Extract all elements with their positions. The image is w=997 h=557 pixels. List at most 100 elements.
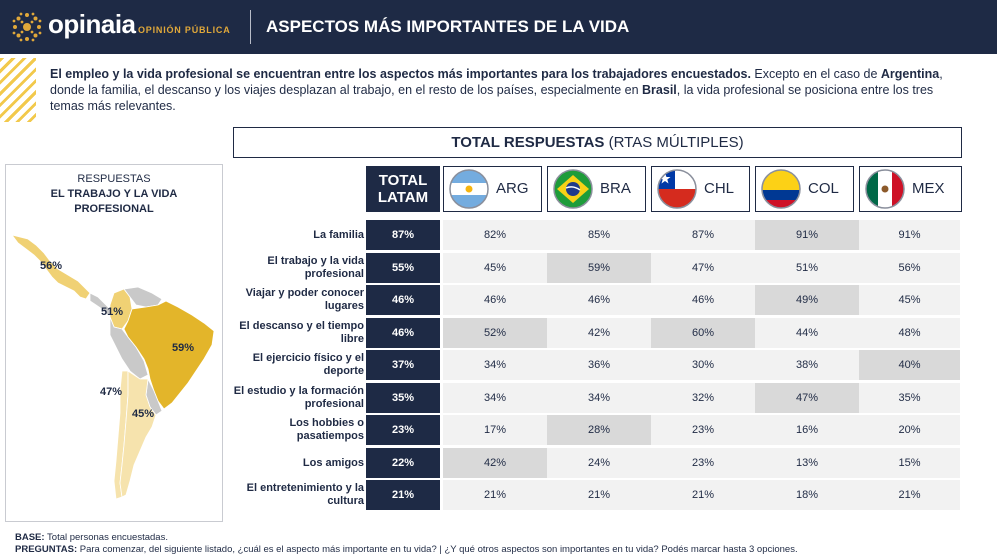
country-value-cell: 34%	[547, 383, 651, 413]
row-label: El ejercicio físico y el deporte	[252, 352, 364, 377]
footer-notes: BASE: Total personas encuestadas. PREGUN…	[15, 532, 798, 556]
brazil-flag-icon	[553, 169, 593, 209]
country-value-cell: 56%	[859, 253, 960, 283]
intro-bold-2: Argentina	[880, 67, 940, 81]
column-header-chl: CHL	[651, 166, 750, 212]
map-title-line2: EL TRABAJO Y LA VIDA PROFESIONAL	[6, 187, 222, 217]
map-mexico	[11, 234, 91, 300]
latam-value-cell: 35%	[366, 383, 440, 413]
latam-head-line1: TOTAL	[378, 172, 428, 189]
latam-value-cell: 46%	[366, 318, 440, 348]
country-value-cell: 21%	[859, 480, 960, 510]
column-header-mex: MEX	[859, 166, 962, 212]
footer-questions-line: PREGUNTAS: Para comenzar, del siguiente …	[15, 544, 798, 556]
footer-base-line: BASE: Total personas encuestadas.	[15, 532, 798, 544]
map-label-chl: 47%	[100, 386, 122, 398]
country-value-cell: 23%	[651, 448, 755, 478]
intro-paragraph: El empleo y la vida profesional se encue…	[50, 66, 950, 114]
country-value-cell: 47%	[755, 383, 859, 413]
country-value-cell: 87%	[651, 220, 755, 250]
latam-map: 56% 51% 59% 47% 45%	[11, 234, 215, 500]
row-label: El trabajo y la vida profesional	[267, 255, 364, 280]
country-value-cell: 46%	[651, 285, 755, 315]
country-value-cell: 34%	[443, 350, 547, 380]
country-value-cell: 59%	[547, 253, 651, 283]
country-value-cell: 40%	[859, 350, 960, 380]
country-value-cell: 91%	[859, 220, 960, 250]
country-value-cell: 44%	[755, 318, 859, 348]
opinaia-logo-icon	[12, 12, 42, 42]
country-value-cell: 51%	[755, 253, 859, 283]
intro-text-1: Excepto en el caso de	[750, 67, 881, 81]
latam-value-cell: 22%	[366, 448, 440, 478]
latam-value-cell: 37%	[366, 350, 440, 380]
country-value-cell: 21%	[651, 480, 755, 510]
footer-base-text: Total personas encuestadas.	[44, 532, 168, 543]
country-value-cell: 82%	[443, 220, 547, 250]
row-label: Viajar y poder conocer lugares	[245, 287, 364, 312]
brand-subtitle: OPINIÓN PÚBLICA	[138, 25, 231, 35]
country-value-cell: 15%	[859, 448, 960, 478]
country-value-cell: 20%	[859, 415, 960, 445]
country-value-cell: 35%	[859, 383, 960, 413]
country-value-cell: 91%	[755, 220, 859, 250]
country-value-cell: 47%	[651, 253, 755, 283]
map-peru-bolivia	[109, 316, 149, 380]
country-value-cell: 34%	[443, 383, 547, 413]
latam-value-cell: 46%	[366, 285, 440, 315]
country-code-bra: BRA	[600, 180, 631, 197]
map-argentina	[119, 370, 157, 498]
country-code-arg: ARG	[496, 180, 529, 197]
map-title-line3-text: PROFESIONAL	[74, 203, 154, 215]
row-label: El estudio y la formación profesional	[233, 385, 364, 410]
country-code-chl: CHL	[704, 180, 735, 197]
latam-value-cell: 23%	[366, 415, 440, 445]
country-value-cell: 46%	[443, 285, 547, 315]
country-value-cell: 85%	[547, 220, 651, 250]
country-value-cell: 38%	[755, 350, 859, 380]
map-title-line1: RESPUESTAS	[77, 173, 151, 185]
country-value-cell: 21%	[547, 480, 651, 510]
country-value-cell: 49%	[755, 285, 859, 315]
map-label-mex: 56%	[40, 260, 62, 272]
footer-base-label: BASE:	[15, 532, 45, 543]
country-value-cell: 42%	[443, 448, 547, 478]
footer-questions-label: PREGUNTAS:	[15, 544, 78, 555]
country-code-col: COL	[808, 180, 839, 197]
country-value-cell: 28%	[547, 415, 651, 445]
country-value-cell: 21%	[443, 480, 547, 510]
country-value-cell: 18%	[755, 480, 859, 510]
column-header-total-latam: TOTAL LATAM	[366, 166, 440, 212]
country-value-cell: 16%	[755, 415, 859, 445]
country-value-cell: 45%	[443, 253, 547, 283]
country-value-cell: 30%	[651, 350, 755, 380]
brand-name: opinaia	[48, 9, 136, 39]
map-label-col: 51%	[101, 306, 123, 318]
country-value-cell: 48%	[859, 318, 960, 348]
table-title-bold: TOTAL RESPUESTAS	[451, 134, 605, 151]
table-title-rest: (RTAS MÚLTIPLES)	[604, 134, 744, 151]
intro-bold-3: Brasil	[642, 83, 677, 97]
country-value-cell: 52%	[443, 318, 547, 348]
country-value-cell: 24%	[547, 448, 651, 478]
latam-head-line2: LATAM	[377, 189, 429, 206]
row-label: Los hobbies o pasatiempos	[289, 417, 364, 442]
country-value-cell: 46%	[547, 285, 651, 315]
country-value-cell: 60%	[651, 318, 755, 348]
country-value-cell: 23%	[651, 415, 755, 445]
intro-bold-1: El empleo y la vida profesional se encue…	[50, 67, 751, 81]
intro-text-2: , donde la familia, el descanso y los vi…	[50, 67, 943, 97]
intro-text-3: , la vida profesional se posiciona entre…	[50, 83, 934, 113]
map-title-line2-text: EL TRABAJO Y LA VIDA	[50, 188, 178, 200]
table-title-box: TOTAL RESPUESTAS (RTAS MÚLTIPLES)	[233, 127, 962, 158]
header-bar: opinaia OPINIÓN PÚBLICA ASPECTOS MÁS IMP…	[0, 0, 997, 54]
page-title: ASPECTOS MÁS IMPORTANTES DE LA VIDA	[266, 17, 630, 36]
header-divider	[250, 10, 251, 44]
country-value-cell: 32%	[651, 383, 755, 413]
country-value-cell: 13%	[755, 448, 859, 478]
country-value-cell: 17%	[443, 415, 547, 445]
chile-flag-icon	[657, 169, 697, 209]
latam-value-cell: 87%	[366, 220, 440, 250]
country-code-mex: MEX	[912, 180, 945, 197]
map-label-bra: 59%	[172, 342, 194, 354]
